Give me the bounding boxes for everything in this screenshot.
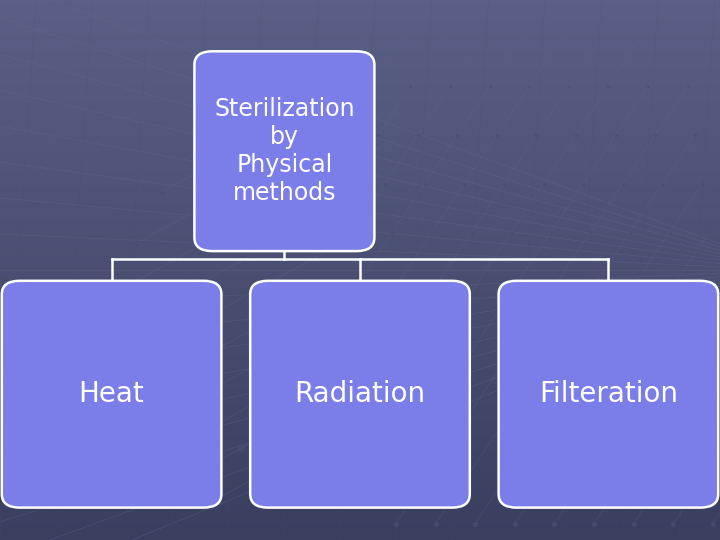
- FancyBboxPatch shape: [194, 51, 374, 251]
- FancyBboxPatch shape: [1, 281, 222, 508]
- Text: Radiation: Radiation: [294, 380, 426, 408]
- Text: Filteration: Filteration: [539, 380, 678, 408]
- Text: Sterilization
by
Physical
methods: Sterilization by Physical methods: [214, 98, 355, 205]
- Text: Heat: Heat: [78, 380, 145, 408]
- FancyBboxPatch shape: [251, 281, 469, 508]
- FancyBboxPatch shape: [498, 281, 719, 508]
